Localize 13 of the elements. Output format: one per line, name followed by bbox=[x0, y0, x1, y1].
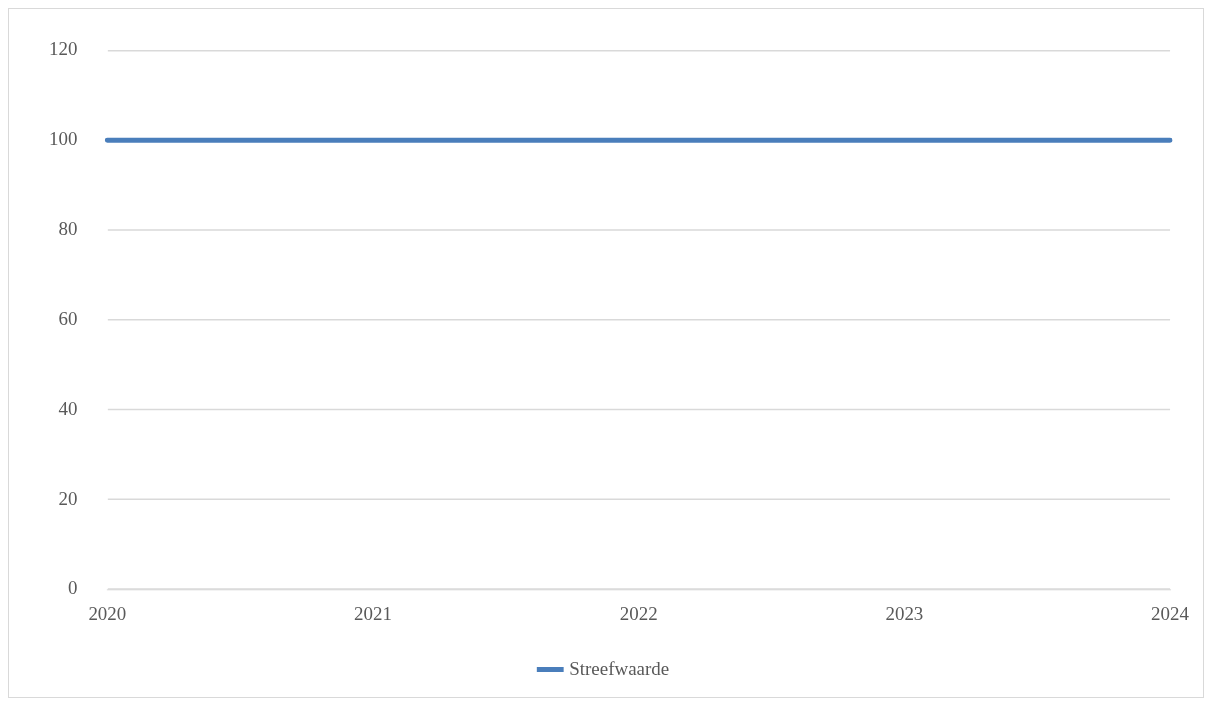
y-tick-label: 120 bbox=[48, 38, 78, 60]
y-tick-label: 60 bbox=[58, 307, 78, 329]
y-tick-label: 40 bbox=[58, 397, 78, 419]
x-tick-label: 2020 bbox=[88, 602, 127, 624]
y-tick-label: 100 bbox=[48, 128, 78, 150]
legend-label: Streefwaarde bbox=[569, 657, 670, 679]
x-tick-label: 2022 bbox=[619, 602, 658, 624]
x-tick-label: 2021 bbox=[354, 602, 392, 624]
x-tick-label: 2024 bbox=[1151, 602, 1190, 624]
y-tick-label: 0 bbox=[67, 577, 78, 599]
y-tick-label: 80 bbox=[58, 218, 78, 239]
y-tick-label: 20 bbox=[58, 487, 78, 509]
x-tick-label: 2023 bbox=[885, 602, 924, 624]
